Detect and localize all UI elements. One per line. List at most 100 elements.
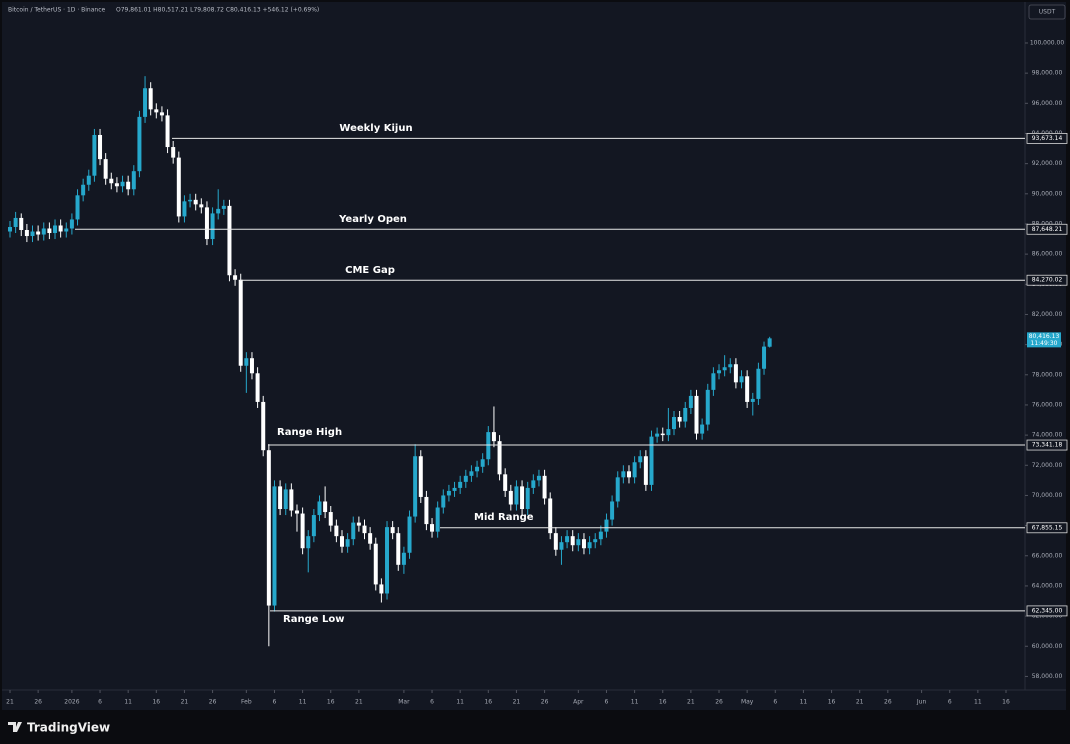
- candle-body: [47, 228, 52, 234]
- y-tick-label: 58,000.00: [1032, 673, 1063, 680]
- y-tick-label: 60,000.00: [1032, 643, 1063, 650]
- candle-body: [598, 531, 603, 540]
- candle-body: [143, 88, 148, 117]
- candle-body: [672, 417, 676, 430]
- level-price-box: [1026, 522, 1068, 534]
- candle-body: [435, 507, 440, 532]
- x-tick-label: 16: [327, 699, 335, 706]
- candle-body: [340, 536, 344, 547]
- candle-body: [334, 525, 339, 537]
- candle-body: [683, 407, 688, 422]
- candle-body: [261, 401, 266, 451]
- y-tick-label: 72,000.00: [1032, 462, 1063, 469]
- y-tick-label: 86,000.00: [1032, 251, 1063, 258]
- candle-body: [356, 522, 361, 526]
- candle-body: [486, 432, 491, 460]
- candle-body: [711, 373, 716, 390]
- x-tick-label: 16: [1002, 699, 1010, 706]
- currency-box[interactable]: [1028, 4, 1066, 20]
- candle-body: [154, 109, 159, 113]
- candle-body: [351, 522, 356, 540]
- candle-body: [266, 450, 271, 606]
- current-price: 80,416.13: [1029, 333, 1060, 340]
- candle-body: [328, 512, 333, 526]
- candle-body: [165, 115, 170, 148]
- x-tick-label: 6: [773, 699, 777, 706]
- candle-body: [294, 510, 299, 514]
- candle-body: [615, 477, 620, 502]
- candle-body: [469, 471, 474, 476]
- candle-body: [390, 527, 395, 534]
- y-tick-label: 82,000.00: [1032, 311, 1063, 318]
- candle-body: [632, 462, 637, 478]
- x-tick-label: Feb: [241, 699, 252, 706]
- x-tick-label: 11: [800, 699, 808, 706]
- candle-body: [722, 367, 727, 371]
- candle-body: [458, 481, 463, 488]
- candle-body: [283, 489, 288, 510]
- candle-body: [368, 533, 373, 544]
- candle-body: [289, 489, 294, 511]
- candle-body: [69, 219, 74, 229]
- candle-body: [114, 183, 119, 187]
- level-price: 87,648.21: [1032, 226, 1063, 233]
- x-tick-label: 21: [687, 699, 695, 706]
- x-tick-label: Jun: [916, 699, 927, 706]
- candle-body: [216, 208, 221, 214]
- candle-body: [424, 496, 429, 525]
- x-tick-label: Mar: [398, 699, 410, 706]
- candle-body: [204, 207, 209, 240]
- candle-body: [64, 228, 69, 232]
- candle-body: [497, 441, 502, 475]
- level-name: Mid Range: [474, 512, 534, 523]
- candle-body: [306, 536, 311, 549]
- candle-body: [272, 486, 277, 606]
- level-price: 67,855.15: [1032, 524, 1063, 531]
- x-tick-label: 26: [209, 699, 217, 706]
- candle-body: [756, 368, 761, 399]
- currency[interactable]: USDT: [1039, 9, 1056, 16]
- candle-body: [8, 226, 12, 232]
- level-price: 93,673.14: [1032, 135, 1063, 142]
- y-tick-label: 90,000.00: [1032, 190, 1063, 197]
- level-name: Range High: [277, 427, 342, 438]
- candle-body: [182, 201, 187, 217]
- candle-body: [525, 487, 530, 510]
- candle-body: [238, 279, 243, 366]
- x-tick-label: 11: [974, 699, 982, 706]
- current-price-box: [1027, 332, 1061, 348]
- candle-body: [626, 471, 631, 478]
- candle-body: [581, 539, 586, 549]
- countdown: 11:49:30: [1031, 340, 1058, 347]
- x-tick-label: 6: [98, 699, 102, 706]
- candle-body: [137, 116, 142, 172]
- y-tick-label: 76,000.00: [1032, 401, 1063, 408]
- candle-body: [463, 475, 468, 482]
- candle-body: [75, 195, 80, 220]
- level-name: Weekly Kijun: [339, 123, 412, 134]
- y-tick-label: 78,000.00: [1032, 371, 1063, 378]
- footer: [0, 712, 1070, 744]
- candle-body: [643, 456, 648, 485]
- y-tick-label: 98,000.00: [1032, 70, 1063, 77]
- candle-body: [300, 513, 305, 549]
- candle-body: [210, 213, 215, 240]
- brand: TradingView: [27, 721, 110, 735]
- level-price-box: [1026, 223, 1068, 235]
- candle-body: [188, 199, 193, 202]
- candle-body: [570, 536, 575, 546]
- y-tick-label: 74,000.00: [1032, 432, 1063, 439]
- symbol: Bitcoin / TetherUS · 1D · Binance: [8, 7, 106, 14]
- candle-body: [660, 433, 665, 436]
- x-tick-label: 21: [181, 699, 189, 706]
- candle-body: [430, 524, 435, 532]
- candle-body: [491, 432, 496, 442]
- candle-body: [677, 417, 682, 422]
- candle-body: [604, 519, 609, 532]
- x-tick-label: 6: [605, 699, 609, 706]
- candle-body: [255, 373, 260, 402]
- level-price: 73,341.18: [1032, 442, 1063, 449]
- x-tick-label: 11: [124, 699, 132, 706]
- x-tick-label: 11: [456, 699, 464, 706]
- candle-body: [418, 456, 423, 497]
